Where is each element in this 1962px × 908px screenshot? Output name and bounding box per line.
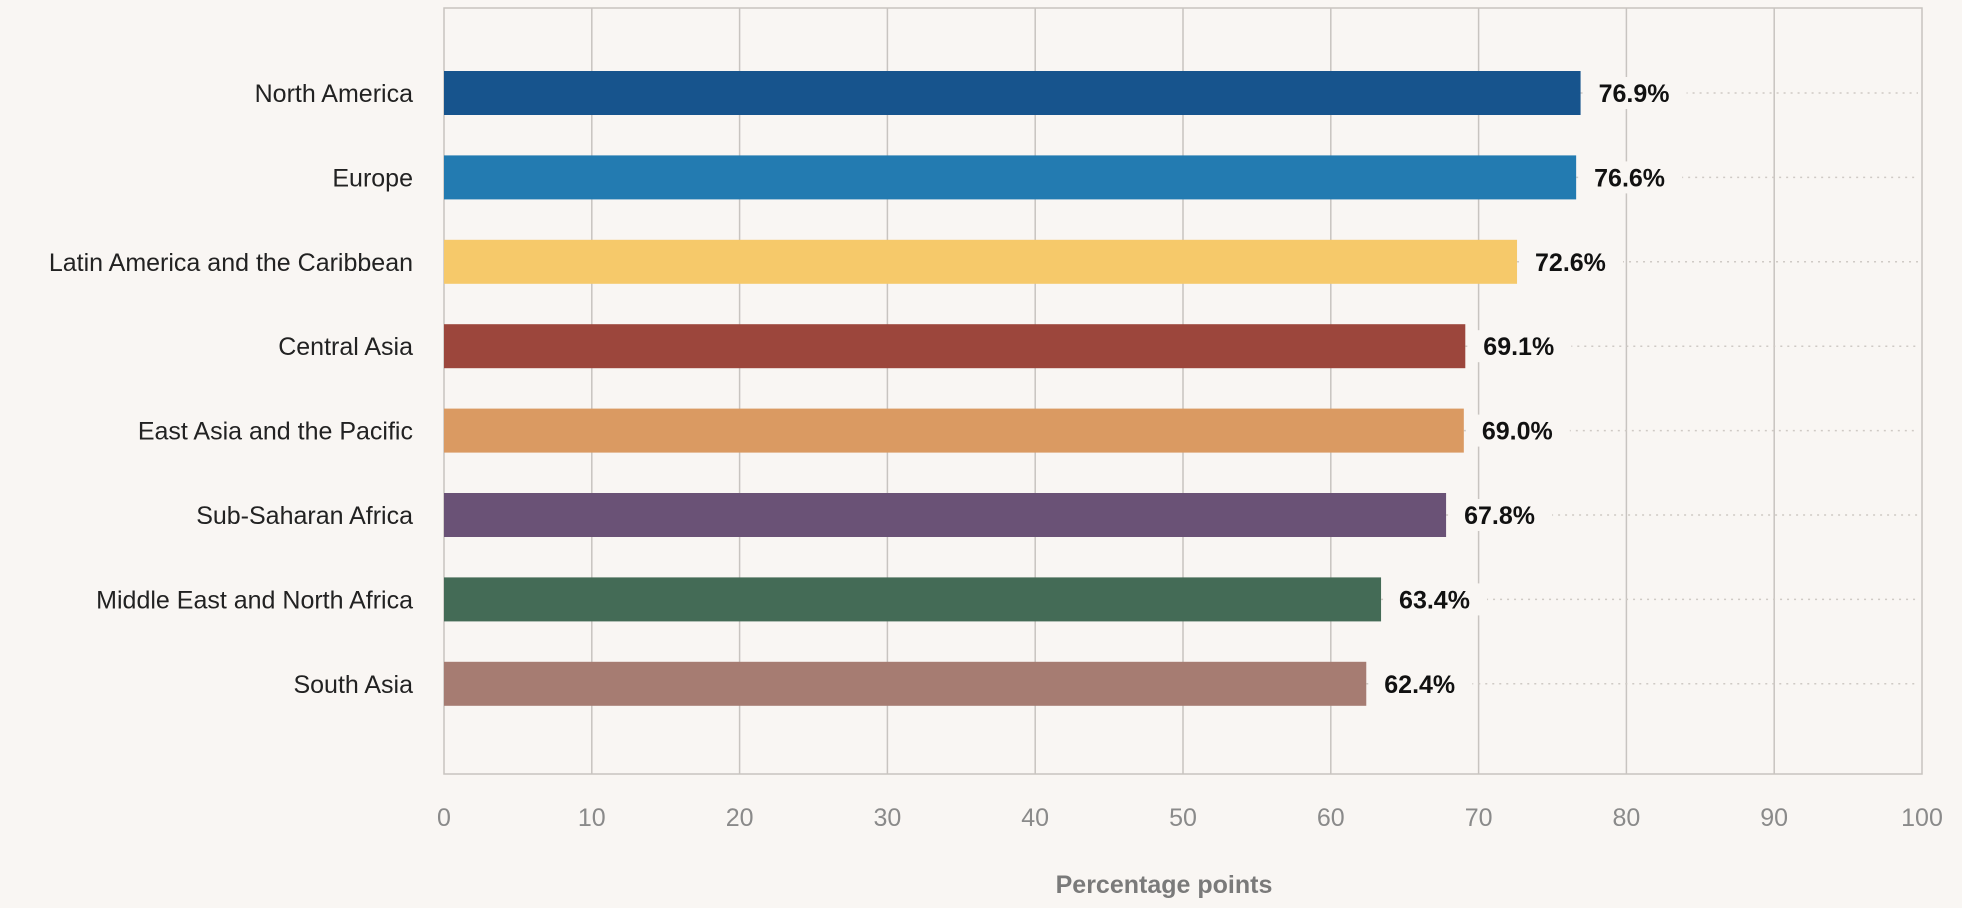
value-label-background (1452, 499, 1553, 531)
value-label-background (1471, 330, 1572, 363)
bar (444, 71, 1581, 115)
value-label: 69.0% (1482, 418, 1553, 446)
x-tick-label: 100 (1901, 804, 1943, 832)
category-label: Central Asia (278, 333, 413, 361)
x-tick-label: 60 (1317, 804, 1345, 832)
value-label-background (1523, 245, 1624, 278)
x-tick-label: 70 (1465, 804, 1493, 832)
x-tick-label: 50 (1169, 804, 1197, 832)
bar (444, 408, 1464, 453)
x-tick-label: 10 (578, 804, 606, 832)
bar (444, 239, 1518, 284)
x-tick-label: 30 (873, 804, 901, 832)
bars (444, 71, 1581, 706)
value-label: 76.6% (1594, 164, 1665, 192)
bar (444, 493, 1447, 537)
x-tick-label: 90 (1760, 804, 1788, 832)
value-label: 62.4% (1384, 671, 1455, 699)
bar (444, 324, 1466, 369)
x-tick-label: 0 (437, 804, 451, 832)
category-labels: North America Europe Latin America and the… (49, 80, 413, 699)
x-axis-title: Percentage points (1056, 871, 1273, 899)
x-tick-label: 20 (726, 804, 754, 832)
value-label: 69.1% (1483, 333, 1554, 361)
value-label-background (1586, 77, 1687, 109)
category-label: Latin America and the Caribbean (49, 249, 413, 277)
value-label-background (1387, 583, 1488, 616)
category-label: Middle East and North Africa (96, 586, 413, 614)
category-label: South Asia (293, 671, 413, 699)
x-tick-label: 80 (1612, 804, 1640, 832)
value-label: 63.4% (1399, 586, 1470, 614)
x-tick-labels: 0 10 20 30 40 50 60 70 80 90 100 (437, 804, 1943, 832)
category-label: Europe (332, 164, 413, 192)
value-label: 67.8% (1464, 502, 1535, 530)
category-label: Sub-Saharan Africa (196, 502, 413, 530)
category-label: North America (255, 80, 413, 108)
value-label-background (1372, 667, 1473, 700)
value-label: 72.6% (1535, 249, 1606, 277)
value-label-background (1469, 414, 1570, 447)
value-labels: 76.9% 76.6% 72.6% 69.1% 69.0% 67.8% 63.4% 62.4% (1372, 77, 1687, 700)
bar (444, 155, 1577, 200)
x-tick-label: 40 (1021, 804, 1049, 832)
bar (444, 577, 1382, 622)
gridlines (591, 8, 1775, 774)
category-label: East Asia and the Pacific (138, 418, 413, 446)
value-label-background (1582, 161, 1683, 194)
value-label: 76.9% (1599, 80, 1670, 108)
bar (444, 661, 1367, 706)
